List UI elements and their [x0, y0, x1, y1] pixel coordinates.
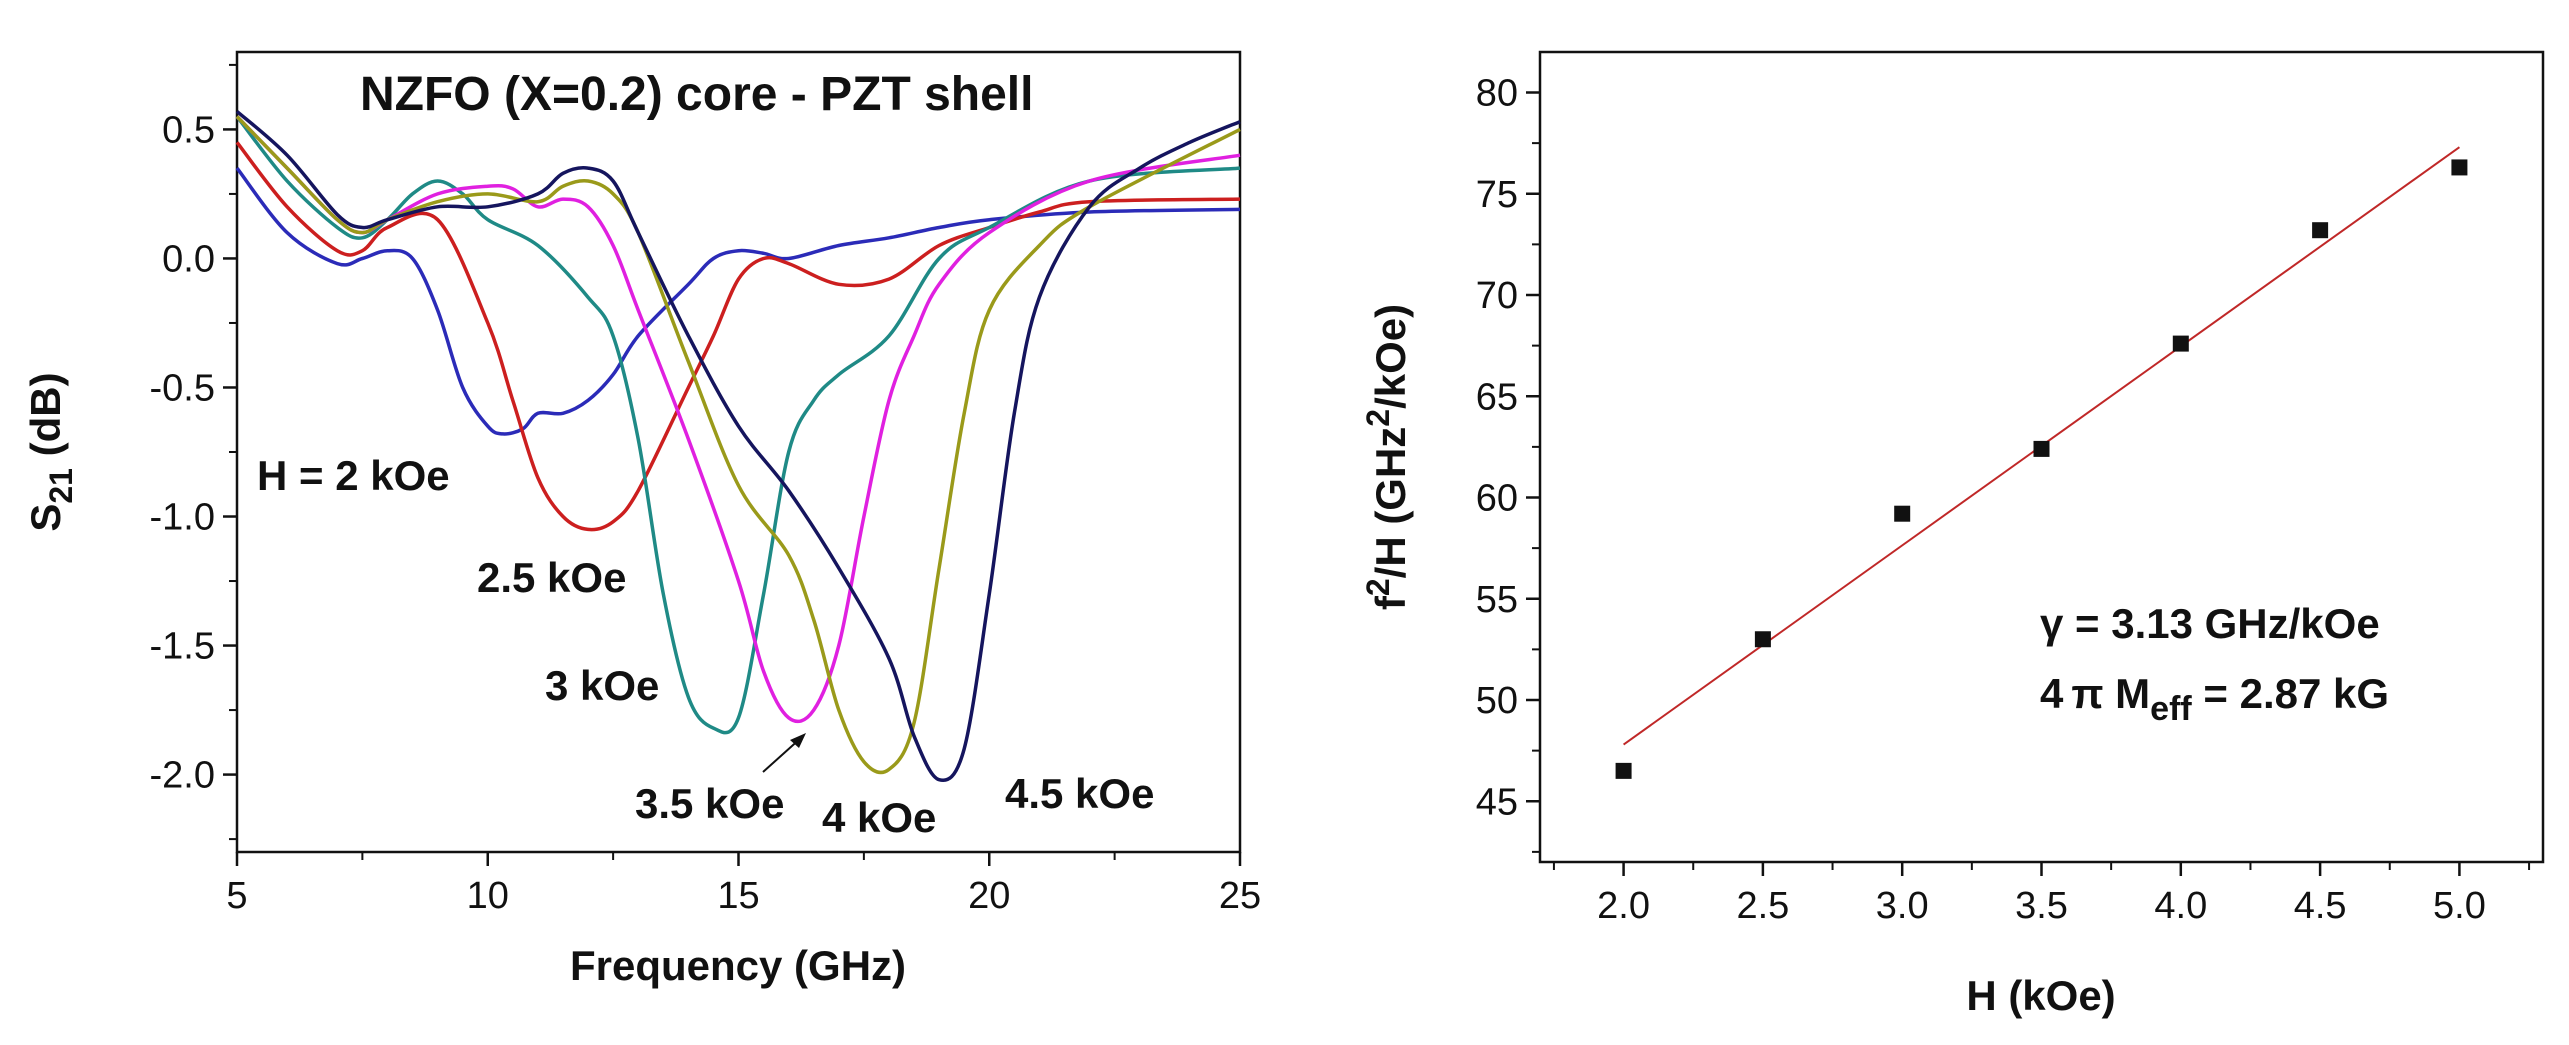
annotation-arrowhead [790, 733, 806, 748]
meff-prefix: 4 [2040, 670, 2064, 717]
left-x-ticks: 5 10 15 20 25 [226, 852, 1261, 917]
meff-m: M [2104, 670, 2151, 717]
y-label-rest: (dB) [22, 372, 69, 468]
y2-label-sup2: 2 [1360, 409, 1396, 427]
data-point [1615, 762, 1632, 779]
right-y-tick-label: 50 [1476, 680, 1518, 722]
meff-pi: π [2071, 670, 2103, 717]
right-data-points [1615, 159, 2468, 779]
data-point [2033, 440, 2050, 457]
series-line-0 [235, 167, 1241, 436]
left-series-lines [235, 110, 1241, 783]
left-x-tick-label: 20 [968, 875, 1010, 917]
left-x-tick-label: 10 [467, 875, 509, 917]
right-y-axis-label: f2/H (GHz2/kOe) [1360, 304, 1414, 610]
left-x-axis-label: Frequency (GHz) [570, 942, 906, 989]
right-y-ticks: 45 50 55 60 65 70 75 80 [1476, 73, 1540, 853]
right-x-tick-label: 3.0 [1876, 885, 1929, 927]
right-y-tick-label: 45 [1476, 781, 1518, 823]
left-chart-title: NZFO (X=0.2) core - PZT shell [360, 68, 1033, 121]
annotation-gamma: γ = 3.13 GHz/kOe [2040, 600, 2380, 647]
annotation-3koe: 3 kOe [545, 662, 659, 709]
right-y-tick-label: 70 [1476, 275, 1518, 317]
y-label-s: S [22, 504, 69, 532]
annotation-h-2koe: H = 2 kOe [257, 452, 450, 499]
series-line-3 [235, 115, 1241, 724]
left-y-tick-label: -1.5 [150, 626, 215, 668]
right-y-tick-label: 55 [1476, 579, 1518, 621]
y-label-sub: 21 [43, 468, 79, 504]
annotation-3-5koe: 3.5 kOe [635, 780, 784, 827]
left-x-tick-label: 25 [1219, 875, 1261, 917]
y2-label-mid: /H (GHz [1367, 427, 1414, 579]
series-line-4 [235, 115, 1241, 775]
left-x-tick-label: 15 [717, 875, 759, 917]
data-point [2312, 222, 2329, 239]
right-x-ticks: 2.0 2.5 3.0 3.5 4.0 4.5 5.0 [1552, 862, 2531, 927]
right-x-tick-label: 4.5 [2294, 885, 2347, 927]
meff-sub: eff [2150, 690, 2192, 728]
right-x-axis-label: H (kOe) [1966, 972, 2115, 1019]
series-line-5 [235, 110, 1241, 783]
y2-label-sup1: 2 [1360, 578, 1396, 596]
annotation-4-5koe: 4.5 kOe [1005, 770, 1154, 817]
right-x-tick-label: 2.0 [1597, 885, 1650, 927]
left-x-tick-label: 5 [226, 875, 247, 917]
right-x-tick-label: 3.5 [2015, 885, 2068, 927]
left-y-tick-label: -2.0 [150, 755, 215, 797]
data-point [2451, 159, 2468, 176]
f2h-vs-h-chart: 45 50 55 60 65 70 75 80 2.0 2.5 3.0 3.5 4.0 4.5 5.0 H… [1360, 50, 2545, 1019]
left-y-axis-label: S21 (dB) [22, 372, 79, 531]
series-line-1 [235, 141, 1241, 532]
left-y-tick-label: 0.5 [162, 109, 215, 151]
right-y-tick-label: 75 [1476, 174, 1518, 216]
s21-frequency-chart: -2.0 -1.5 -1.0 -0.5 0.0 0.5 5 10 15 20 25 NZFO (X… [22, 50, 1261, 989]
left-y-tick-label: 0.0 [162, 238, 215, 280]
data-point [1754, 631, 1771, 648]
right-x-tick-label: 5.0 [2433, 885, 2486, 927]
annotation-2-5koe: 2.5 kOe [477, 554, 626, 601]
right-y-tick-label: 60 [1476, 478, 1518, 520]
meff-rest: = 2.87 kG [2192, 670, 2389, 717]
left-y-tick-label: -0.5 [150, 367, 215, 409]
left-y-ticks: -2.0 -1.5 -1.0 -0.5 0.0 0.5 [150, 63, 237, 841]
series-line-2 [235, 115, 1241, 735]
annotation-4koe: 4 kOe [822, 794, 936, 841]
right-x-tick-label: 2.5 [1736, 885, 1789, 927]
left-y-tick-label: -1.0 [150, 497, 215, 539]
data-point [2172, 335, 2189, 352]
right-plot-frame [1538, 50, 2545, 864]
y2-label-f: f [1367, 595, 1414, 610]
data-point [1894, 505, 1911, 522]
right-x-tick-label: 4.0 [2154, 885, 2207, 927]
y2-label-rest: /kOe) [1367, 304, 1414, 409]
right-y-tick-label: 65 [1476, 376, 1518, 418]
right-y-tick-label: 80 [1476, 73, 1518, 115]
